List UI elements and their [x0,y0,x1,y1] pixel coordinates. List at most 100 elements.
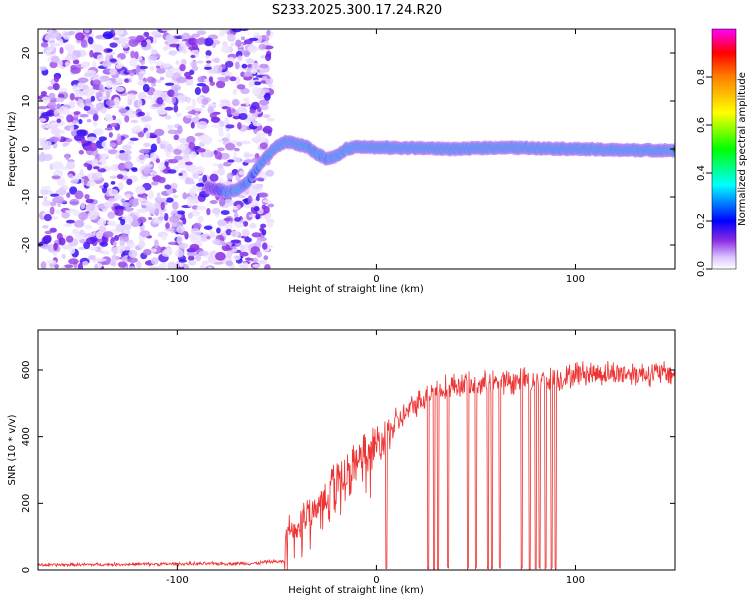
noise-blob [196,82,207,87]
noise-blob [266,117,275,122]
noise-blob [63,223,72,227]
noise-blob [236,84,246,90]
noise-blob [113,235,120,242]
noise-blob [240,87,250,95]
noise-blob [103,182,109,189]
noise-blob [92,44,104,53]
noise-blob [250,200,260,208]
noise-blob [104,115,114,122]
noise-blob [223,198,234,207]
noise-blob [249,109,256,114]
noise-blob [195,37,206,45]
noise-blob [161,234,167,241]
noise-blob [154,60,164,66]
noise-blob [259,63,269,69]
noise-blob [86,136,97,142]
noise-blob [86,109,98,115]
noise-blob [159,143,166,150]
noise-blob [40,41,49,48]
noise-blob [156,96,164,105]
noise-blob [142,83,150,93]
noise-blob [71,55,77,61]
noise-blob [139,230,151,238]
noise-blob [127,98,133,106]
noise-blob [127,140,135,146]
noise-blob [116,174,124,180]
noise-blob [220,210,230,216]
noise-blob [221,242,227,247]
noise-blob [79,229,85,236]
noise-blob [178,242,189,249]
noise-blob [263,255,269,261]
spectrogram-x-ticks: -100 0 100 [166,29,585,285]
noise-blob [128,266,136,269]
noise-blob [153,53,161,59]
noise-blob [205,50,212,57]
noise-blob [219,152,230,160]
noise-blob [56,103,61,110]
colorbar-tick-label: 0.0 [696,261,707,277]
noise-blob [138,154,145,161]
noise-blob [211,207,221,215]
noise-blob [44,213,52,222]
noise-blob [242,262,249,269]
snr-x-label: Height of straight line (km) [288,585,424,596]
noise-blob [156,68,166,74]
noise-blob [194,112,200,117]
noise-blob [173,134,179,141]
noise-blob [128,36,138,40]
noise-blob [166,143,173,153]
noise-blob [198,250,209,257]
noise-blob [98,136,107,142]
noise-blob [264,92,271,101]
noise-blob [191,200,197,205]
noise-blob [131,167,138,172]
noise-blob [264,264,271,269]
noise-blob [230,42,235,47]
noise-blob [185,76,194,80]
noise-blob [63,107,70,116]
noise-blob [171,96,176,104]
noise-blob [195,253,202,262]
noise-blob [76,82,84,89]
noise-blob [145,130,151,139]
noise-blob [93,128,104,136]
noise-blob [242,229,249,237]
noise-blob [227,159,235,163]
noise-blob [93,166,100,170]
noise-blob [99,83,104,91]
noise-blob [186,96,191,104]
noise-blob [106,48,113,52]
noise-blob [225,142,236,151]
noise-blob [196,205,206,211]
noise-blob [169,38,180,43]
snr-frame [37,329,676,571]
noise-blob [56,177,66,186]
noise-blob [114,205,125,211]
noise-blob [175,112,182,117]
noise-blob [61,244,72,250]
noise-blob [261,204,267,210]
noise-blob [115,86,125,92]
noise-blob [169,43,180,48]
noise-blob [120,198,126,204]
noise-blob [227,33,236,42]
noise-blob [225,228,232,236]
noise-blob [197,215,204,223]
noise-blob [241,63,248,69]
noise-blob [138,72,144,81]
noise-blob [110,122,118,128]
noise-blob [164,184,172,190]
x-tick-label: -100 [166,274,189,285]
noise-blob [226,107,232,116]
noise-blob [247,195,253,204]
noise-blob [150,143,158,153]
noise-blob [226,172,233,181]
noise-blob [74,90,84,98]
noise-blob [204,66,212,70]
noise-blob [161,249,173,257]
noise-blob [72,59,80,65]
noise-blob [64,44,75,51]
noise-blob [258,88,270,94]
noise-blob [40,261,47,269]
